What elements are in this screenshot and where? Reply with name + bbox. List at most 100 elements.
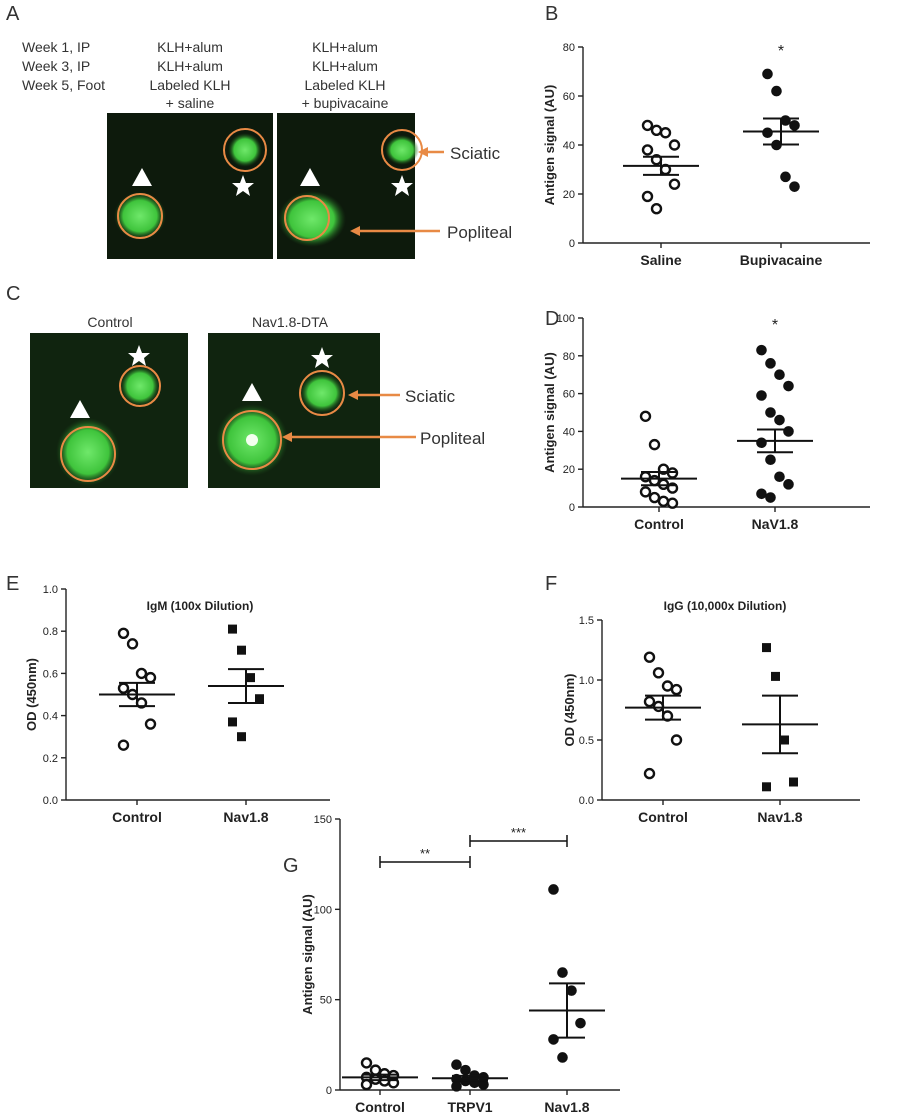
error-bar — [452, 1074, 488, 1082]
significance-bracket — [469, 835, 568, 847]
y-tick-label: 0.8 — [43, 626, 58, 638]
x-tick-label: Saline — [640, 252, 681, 268]
error-bar — [763, 117, 799, 146]
error-bar — [757, 428, 793, 454]
data-point — [548, 884, 559, 895]
y-tick-label: 0.4 — [43, 711, 58, 723]
error-bar — [119, 681, 155, 708]
data-point — [648, 438, 661, 451]
data-point — [780, 115, 791, 126]
data-point — [648, 491, 661, 504]
y-tick-label: 0.5 — [579, 735, 594, 747]
y-tick-label: 60 — [563, 389, 575, 401]
y-tick-label: 20 — [563, 464, 575, 476]
data-point — [650, 124, 663, 137]
y-tick-label: 50 — [320, 995, 332, 1007]
y-tick-label: 60 — [563, 91, 575, 103]
data-point — [762, 127, 773, 139]
y-tick-label: 100 — [557, 313, 575, 325]
x-tick-label: NaV1.8 — [752, 516, 799, 532]
data-point — [652, 700, 665, 713]
y-tick-label: 1.5 — [579, 615, 594, 627]
data-point — [117, 682, 130, 694]
data-point — [639, 471, 652, 483]
y-axis-label: OD (450nm) — [24, 658, 39, 731]
data-point — [369, 1064, 382, 1076]
y-tick-label: 0.0 — [43, 795, 58, 807]
row-label: Week 3, IP — [22, 58, 90, 74]
data-point — [144, 718, 157, 730]
x-tick-label: TRPV1 — [447, 1099, 492, 1115]
significance-bracket — [379, 856, 471, 868]
column-text: Labeled KLH — [150, 77, 231, 93]
x-tick-label: Control — [634, 516, 684, 532]
column-text: + saline — [166, 95, 215, 111]
node-label: Sciatic — [405, 387, 456, 406]
significance: * — [772, 317, 778, 334]
data-point — [469, 1077, 480, 1089]
row-label: Week 5, Foot — [22, 77, 105, 93]
y-tick-label: 100 — [314, 904, 332, 916]
data-point — [756, 344, 767, 356]
y-tick-label: 0.0 — [579, 795, 594, 807]
data-point — [659, 127, 672, 139]
x-tick-label: Nav1.8 — [223, 809, 268, 825]
y-tick-label: 40 — [563, 426, 575, 438]
error-bar — [762, 694, 798, 755]
column-text: + bupivacaine — [302, 95, 389, 111]
data-point — [771, 671, 780, 681]
micrograph — [30, 333, 416, 488]
data-point — [557, 1052, 568, 1063]
data-point — [789, 777, 798, 787]
x-tick-label: Nav1.8 — [544, 1099, 589, 1115]
x-tick-label: Nav1.8 — [757, 809, 802, 825]
data-point — [117, 739, 130, 751]
micrograph — [107, 113, 444, 259]
column-text: KLH+alum — [312, 39, 378, 55]
data-point — [666, 497, 679, 509]
data-point — [643, 767, 656, 780]
data-point — [548, 1034, 559, 1045]
significance: ** — [420, 846, 430, 861]
y-tick-label: 1.0 — [43, 584, 58, 596]
data-point — [566, 985, 577, 996]
y-axis-label: Antigen signal (AU) — [542, 352, 557, 473]
data-point — [639, 410, 652, 422]
panel-label: A — [6, 3, 20, 25]
data-point — [643, 695, 656, 708]
data-point — [246, 673, 255, 683]
data-point — [789, 181, 800, 192]
data-point — [789, 120, 800, 131]
data-point — [762, 643, 771, 653]
data-point — [641, 190, 654, 203]
data-point — [774, 369, 785, 381]
data-point — [756, 488, 767, 500]
y-tick-label: 0.6 — [43, 668, 58, 680]
data-point — [237, 732, 246, 742]
data-point — [765, 407, 776, 418]
data-point — [670, 734, 683, 746]
data-point — [774, 414, 785, 426]
column-text: KLH+alum — [157, 58, 223, 74]
data-point — [648, 474, 661, 487]
y-tick-label: 80 — [563, 351, 575, 363]
data-point — [765, 454, 776, 466]
data-point — [652, 667, 665, 679]
data-point — [641, 119, 654, 132]
node-label: Popliteal — [420, 429, 485, 448]
data-point — [774, 471, 785, 483]
y-axis-label: OD (450nm) — [562, 674, 577, 747]
panel-label: E — [6, 573, 19, 595]
y-tick-label: 80 — [563, 42, 575, 54]
column-text: Labeled KLH — [305, 77, 386, 93]
significance: *** — [511, 825, 526, 840]
error-bar — [641, 471, 677, 487]
significance: * — [778, 43, 784, 60]
error-bar — [228, 668, 264, 704]
data-point — [451, 1081, 462, 1092]
x-tick-label: Bupivacaine — [740, 252, 823, 268]
data-point — [657, 495, 670, 508]
data-point — [117, 627, 130, 640]
data-point — [668, 139, 681, 151]
row-label: Week 1, IP — [22, 39, 90, 55]
